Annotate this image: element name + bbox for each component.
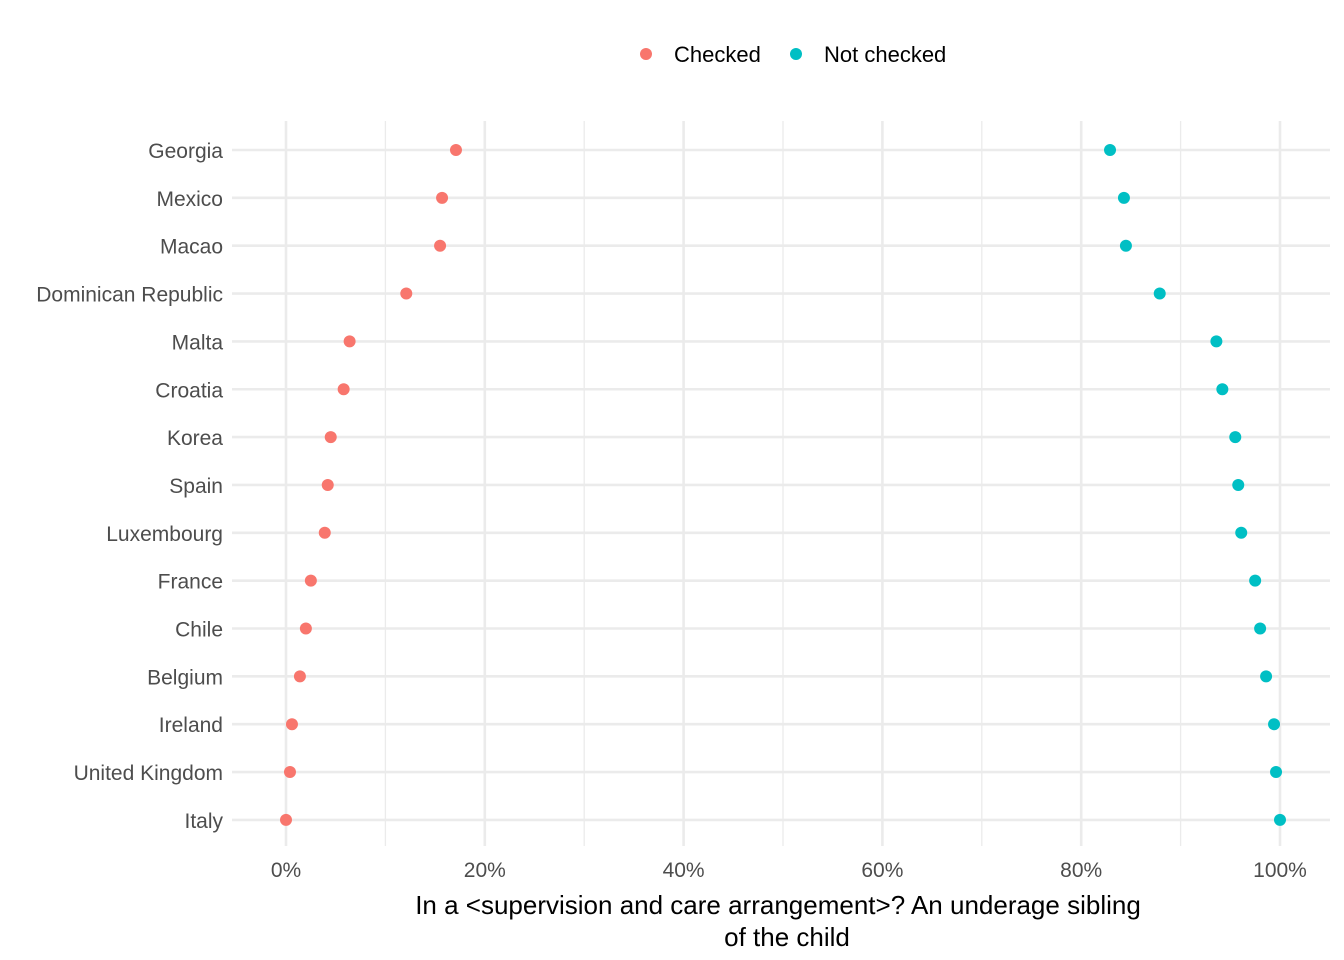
x-tick-label: 80% — [1060, 859, 1102, 882]
point-checked-italy — [280, 813, 292, 826]
point-not-checked-luxembourg — [1235, 526, 1248, 539]
point-checked-korea — [324, 431, 337, 444]
point-not-checked-ireland — [1268, 718, 1281, 731]
y-tick-label-croatia: Croatia — [155, 379, 223, 402]
point-checked-ireland — [285, 718, 298, 731]
point-not-checked-mexico — [1117, 191, 1130, 204]
point-checked-belgium — [293, 670, 306, 683]
point-not-checked-spain — [1232, 478, 1245, 491]
legend: Checked Not checked — [640, 42, 946, 67]
data-points — [280, 144, 1286, 826]
point-checked-spain — [321, 478, 334, 491]
y-tick-label-belgium: Belgium — [147, 666, 223, 689]
x-tick-label: 100% — [1253, 859, 1307, 882]
y-tick-label-malta: Malta — [172, 331, 224, 354]
point-checked-georgia — [449, 144, 462, 156]
point-not-checked-france — [1249, 574, 1262, 587]
point-checked-mexico — [436, 191, 449, 204]
point-not-checked-malta — [1210, 335, 1223, 348]
y-tick-label-georgia: Georgia — [148, 140, 223, 163]
point-checked-dominican-republic — [400, 287, 413, 300]
y-tick-label-korea: Korea — [167, 427, 223, 450]
point-checked-malta — [343, 335, 356, 348]
y-tick-label-ireland: Ireland — [159, 714, 223, 737]
x-tick-label: 20% — [464, 859, 506, 882]
x-tick-label: 60% — [861, 859, 903, 882]
point-not-checked-korea — [1229, 431, 1242, 444]
point-checked-macao — [434, 239, 447, 252]
point-not-checked-croatia — [1216, 383, 1229, 396]
x-tick-label: 40% — [663, 859, 705, 882]
point-checked-united-kingdom — [283, 766, 296, 779]
legend-swatch-not-checked — [790, 48, 802, 60]
y-axis-tick-labels: Georgia Mexico Macao Dominican Republic Malt… — [36, 140, 223, 833]
y-tick-label-chile: Chile — [175, 619, 223, 642]
y-tick-label-italy: Italy — [184, 810, 223, 833]
point-checked-luxembourg — [318, 526, 331, 539]
point-not-checked-dominican-republic — [1153, 287, 1166, 300]
y-tick-label-france: France — [158, 571, 223, 594]
point-not-checked-italy — [1274, 813, 1286, 826]
y-tick-label-spain: Spain — [169, 475, 223, 498]
point-checked-chile — [299, 622, 312, 635]
point-not-checked-georgia — [1104, 144, 1117, 156]
legend-swatch-checked — [640, 48, 652, 60]
x-axis-title-line-2: of the child — [724, 922, 850, 952]
x-axis-tick-labels: 0% 20% 40% 60% 80% 100% — [271, 859, 1307, 882]
point-not-checked-united-kingdom — [1270, 766, 1283, 779]
point-not-checked-macao — [1119, 239, 1132, 252]
legend-label-checked: Checked — [674, 42, 761, 67]
x-axis-title-line-1: In a <supervision and care arrangement>?… — [415, 890, 1141, 920]
x-tick-label: 0% — [271, 859, 301, 882]
point-not-checked-chile — [1254, 622, 1267, 635]
y-tick-label-macao: Macao — [160, 236, 223, 259]
legend-label-not-checked: Not checked — [824, 42, 946, 67]
y-tick-label-mexico: Mexico — [156, 188, 223, 211]
y-tick-label-dominican-republic: Dominican Republic — [36, 284, 223, 307]
y-tick-label-united-kingdom: United Kingdom — [74, 762, 223, 785]
point-not-checked-belgium — [1260, 670, 1273, 683]
point-checked-croatia — [337, 383, 350, 396]
grid — [232, 121, 1330, 846]
point-checked-france — [304, 574, 317, 587]
y-tick-label-luxembourg: Luxembourg — [106, 523, 223, 546]
